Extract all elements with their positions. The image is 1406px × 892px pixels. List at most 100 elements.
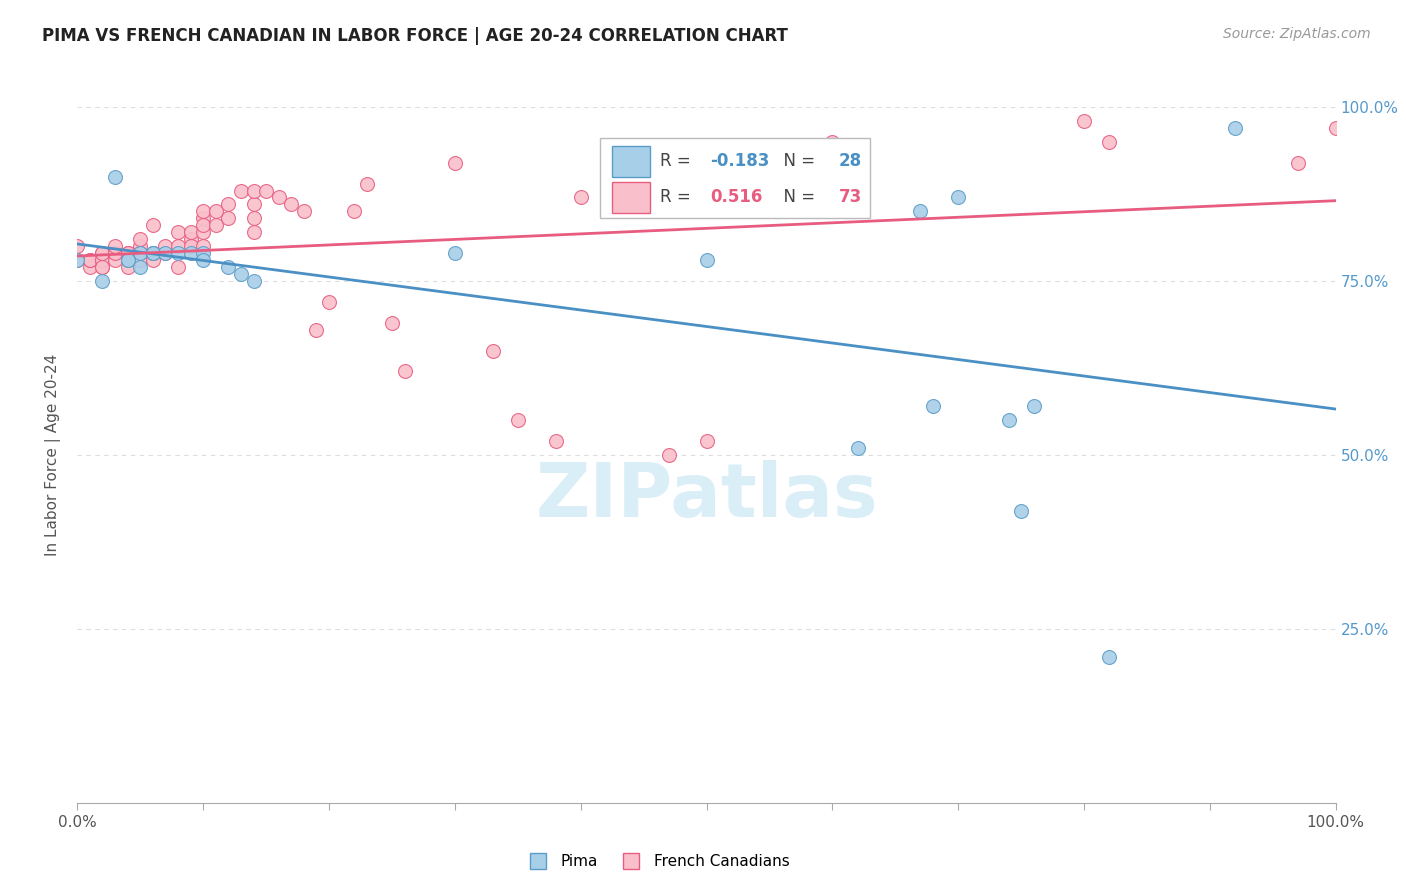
Point bbox=[506, 413, 529, 427]
Point bbox=[142, 246, 165, 260]
Point bbox=[129, 246, 152, 260]
Point bbox=[444, 246, 467, 260]
Point bbox=[117, 246, 139, 260]
Point bbox=[79, 253, 101, 268]
Point bbox=[104, 169, 127, 184]
Point bbox=[1073, 114, 1095, 128]
Y-axis label: In Labor Force | Age 20-24: In Labor Force | Age 20-24 bbox=[45, 354, 62, 556]
Point bbox=[91, 253, 114, 268]
Point bbox=[242, 184, 264, 198]
Text: Source: ZipAtlas.com: Source: ZipAtlas.com bbox=[1223, 27, 1371, 41]
Point bbox=[129, 260, 152, 274]
Point bbox=[1223, 120, 1246, 135]
Point bbox=[155, 239, 177, 253]
Point bbox=[91, 260, 114, 274]
FancyBboxPatch shape bbox=[612, 182, 650, 213]
Point bbox=[394, 364, 416, 378]
Point bbox=[229, 184, 252, 198]
Text: 28: 28 bbox=[838, 153, 862, 170]
Point bbox=[204, 204, 226, 219]
Point bbox=[267, 190, 290, 204]
Point bbox=[167, 225, 190, 239]
Point bbox=[66, 239, 89, 253]
Point bbox=[318, 294, 340, 309]
Point bbox=[280, 197, 302, 211]
Point bbox=[117, 260, 139, 274]
Point bbox=[254, 184, 277, 198]
Point bbox=[242, 225, 264, 239]
Point bbox=[356, 177, 378, 191]
Point bbox=[191, 253, 215, 268]
Point bbox=[155, 246, 177, 260]
Point bbox=[104, 239, 127, 253]
Text: R =: R = bbox=[659, 188, 696, 206]
Point bbox=[104, 246, 127, 260]
Point bbox=[66, 253, 89, 268]
Point bbox=[117, 253, 139, 268]
Point bbox=[217, 197, 239, 211]
Point bbox=[1324, 120, 1347, 135]
Point bbox=[142, 219, 165, 233]
Point bbox=[1098, 135, 1121, 149]
Point bbox=[91, 274, 114, 288]
Point bbox=[155, 246, 177, 260]
Point bbox=[117, 253, 139, 268]
Point bbox=[770, 155, 793, 169]
Point bbox=[444, 155, 467, 169]
Point bbox=[821, 135, 844, 149]
Point bbox=[343, 204, 366, 219]
Point bbox=[481, 343, 503, 358]
Point bbox=[696, 253, 718, 268]
Point bbox=[180, 246, 202, 260]
Point bbox=[191, 219, 215, 233]
Point bbox=[79, 260, 101, 274]
Text: N =: N = bbox=[773, 188, 821, 206]
Point bbox=[191, 211, 215, 226]
Point bbox=[846, 441, 869, 455]
Point bbox=[180, 232, 202, 246]
Point bbox=[948, 190, 970, 204]
Point bbox=[129, 246, 152, 260]
Point bbox=[229, 267, 252, 281]
Point bbox=[381, 316, 404, 330]
Point bbox=[142, 253, 165, 268]
Point bbox=[91, 260, 114, 274]
Point bbox=[544, 434, 567, 448]
Legend: Pima, French Canadians: Pima, French Canadians bbox=[516, 848, 796, 875]
Point bbox=[204, 219, 226, 233]
Text: R =: R = bbox=[659, 153, 696, 170]
Point bbox=[91, 253, 114, 268]
Text: -0.183: -0.183 bbox=[710, 153, 769, 170]
Point bbox=[292, 204, 315, 219]
Point bbox=[217, 211, 239, 226]
Point bbox=[66, 253, 89, 268]
Point bbox=[129, 246, 152, 260]
Point bbox=[79, 253, 101, 268]
Point bbox=[217, 260, 239, 274]
Point bbox=[191, 225, 215, 239]
FancyBboxPatch shape bbox=[599, 138, 870, 219]
Point bbox=[191, 204, 215, 219]
Point bbox=[242, 211, 264, 226]
Point bbox=[180, 225, 202, 239]
Point bbox=[129, 253, 152, 268]
Point bbox=[129, 239, 152, 253]
Point bbox=[1098, 649, 1121, 664]
Text: 73: 73 bbox=[838, 188, 862, 206]
Point bbox=[922, 399, 945, 413]
Text: N =: N = bbox=[773, 153, 821, 170]
Point bbox=[167, 260, 190, 274]
Point bbox=[191, 246, 215, 260]
Point bbox=[142, 246, 165, 260]
Point bbox=[910, 204, 932, 219]
Point bbox=[142, 246, 165, 260]
Point bbox=[997, 413, 1019, 427]
Point bbox=[1010, 503, 1032, 517]
Point bbox=[180, 239, 202, 253]
Point bbox=[117, 246, 139, 260]
Point bbox=[191, 239, 215, 253]
Point bbox=[1286, 155, 1309, 169]
Point bbox=[104, 246, 127, 260]
Text: ZIPatlas: ZIPatlas bbox=[536, 460, 877, 533]
Point bbox=[142, 246, 165, 260]
